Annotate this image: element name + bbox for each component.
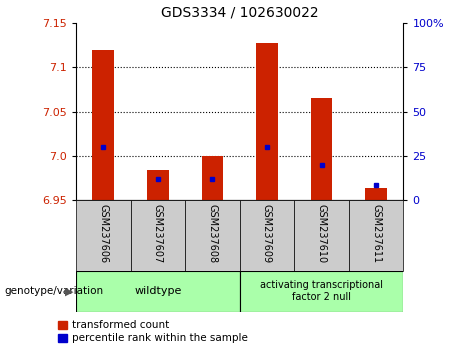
Bar [349,200,403,271]
Bar [256,44,278,200]
Bar [147,170,169,200]
Bar [311,98,332,200]
Bar [92,50,114,200]
Bar [76,271,240,312]
Bar [201,156,224,200]
Text: GSM237611: GSM237611 [371,204,381,263]
Text: wildtype: wildtype [134,286,182,296]
Text: GSM237610: GSM237610 [317,204,326,263]
Text: GSM237609: GSM237609 [262,204,272,263]
Bar [365,188,387,200]
Title: GDS3334 / 102630022: GDS3334 / 102630022 [161,5,319,19]
Legend: transformed count, percentile rank within the sample: transformed count, percentile rank withi… [58,320,248,343]
Bar [240,271,403,312]
Text: GSM237608: GSM237608 [207,204,218,263]
Bar [130,200,185,271]
Bar [294,200,349,271]
Text: GSM237607: GSM237607 [153,204,163,263]
Text: genotype/variation: genotype/variation [5,286,104,296]
Text: GSM237606: GSM237606 [98,204,108,263]
Text: activating transcriptional
factor 2 null: activating transcriptional factor 2 null [260,280,383,302]
Bar [240,200,294,271]
Text: ▶: ▶ [65,286,73,296]
Bar [185,200,240,271]
Bar [76,200,130,271]
